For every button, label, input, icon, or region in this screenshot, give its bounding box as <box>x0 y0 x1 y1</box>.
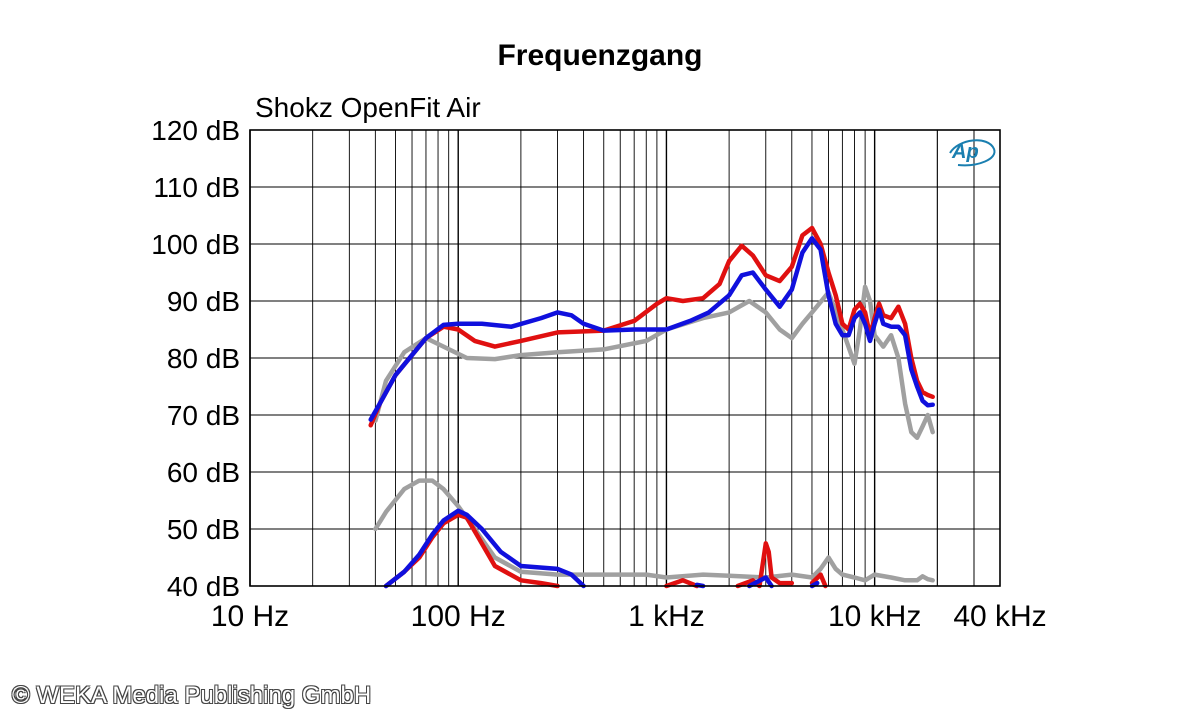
series-line-5 <box>383 512 828 589</box>
plot-grid <box>249 129 1001 587</box>
x-tick-label: 40 kHz <box>953 600 1046 633</box>
y-tick-label: 90 dB <box>167 286 240 317</box>
y-tick-label: 70 dB <box>167 400 240 431</box>
y-tick-label: 100 dB <box>151 229 240 260</box>
x-tick-label: 100 Hz <box>411 600 506 633</box>
series-line-4 <box>373 478 935 583</box>
series-line-3 <box>368 236 935 422</box>
chart-title: Frequenzgang <box>497 39 702 72</box>
y-tick-label: 60 dB <box>167 457 240 488</box>
y-tick-label: 40 dB <box>167 571 240 602</box>
copyright-notice: © WEKA Media Publishing GmbH <box>12 682 372 709</box>
chart-subtitle: Shokz OpenFit Air <box>255 92 481 123</box>
y-tick-label: 50 dB <box>167 514 240 545</box>
ap-logo-text: Ap <box>951 141 979 163</box>
y-axis-ticks: 120 dB 110 dB 100 dB 90 dB 80 dB 70 dB 60 dB 50… <box>151 115 240 602</box>
x-tick-label: 1 kHz <box>628 600 705 633</box>
series-line-1 <box>373 284 935 441</box>
ap-logo-icon: Ap <box>949 139 996 167</box>
x-axis-ticks: 10 Hz 100 Hz 1 kHz 10 kHz 40 kHz <box>211 600 1047 633</box>
plot-frame <box>249 129 1001 587</box>
x-tick-label: 10 kHz <box>828 600 921 633</box>
series-line-2 <box>368 225 935 428</box>
x-tick-label: 10 Hz <box>211 600 289 633</box>
y-tick-label: 80 dB <box>167 343 240 374</box>
y-tick-label: 120 dB <box>151 115 240 146</box>
series-group <box>368 225 935 589</box>
y-tick-label: 110 dB <box>153 172 240 203</box>
